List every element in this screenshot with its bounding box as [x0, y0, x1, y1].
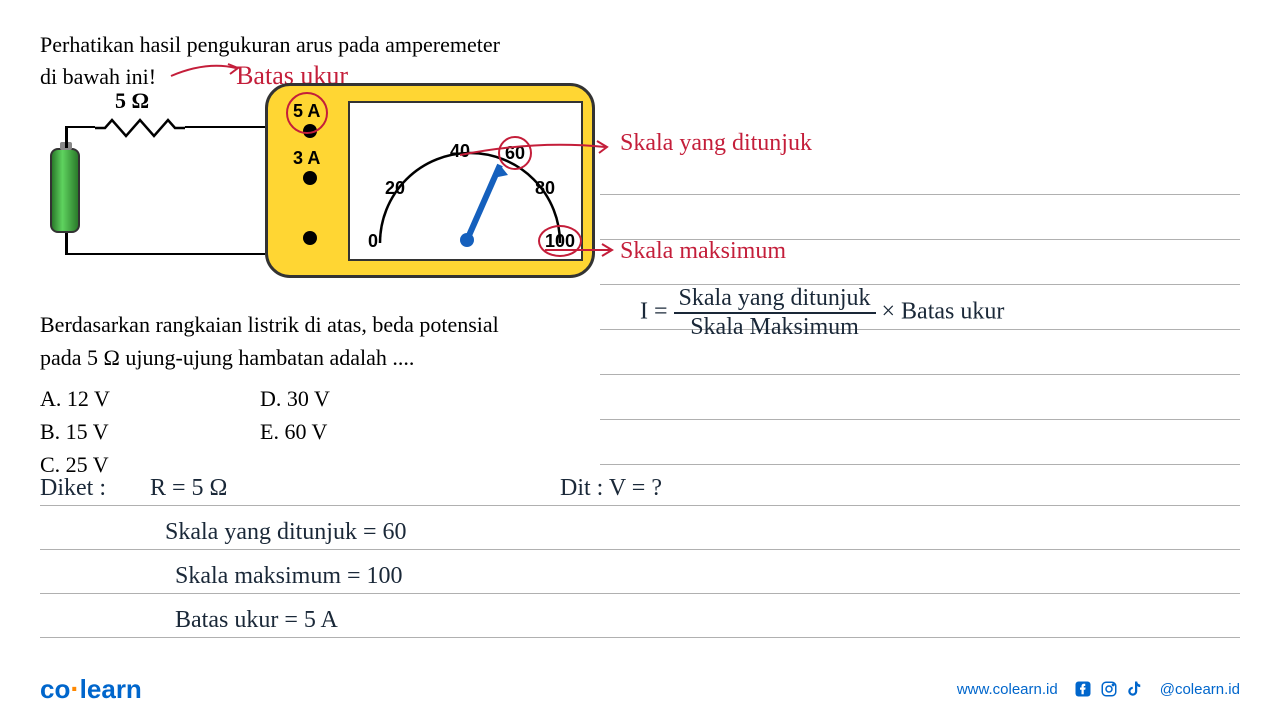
- scale-80: 80: [535, 178, 555, 199]
- option-d: D. 30 V: [260, 382, 330, 415]
- arrow-skala-maksimum: [540, 235, 620, 265]
- tiktok-icon[interactable]: [1125, 679, 1145, 699]
- work-area: Diket : R = 5 Ω Dit : V = ? Skala yang d…: [40, 462, 1240, 638]
- skala-maksimum-label: Skala maksimum: [620, 238, 786, 265]
- scale-0: 0: [368, 231, 378, 252]
- arrow-skala-ditunjuk: [455, 135, 615, 165]
- arrow-batas-ukur: [166, 56, 246, 86]
- work-batas: Batas ukur = 5 A: [175, 607, 338, 634]
- terminal-com: [303, 231, 317, 245]
- instagram-icon[interactable]: [1099, 679, 1119, 699]
- footer: co·learn www.colearn.id @colearn.id: [0, 673, 1280, 705]
- battery-icon: [50, 148, 80, 233]
- dit-label: Dit : V = ?: [560, 475, 662, 502]
- work-skala-max: Skala maksimum = 100: [175, 563, 403, 590]
- resistor-label: 5 Ω: [115, 88, 149, 114]
- logo: co·learn: [40, 673, 142, 705]
- option-a: A. 12 V: [40, 382, 260, 415]
- formula: I = Skala yang ditunjuk Skala Maksimum ×…: [640, 285, 1004, 341]
- option-b: B. 15 V: [40, 415, 260, 448]
- website-link[interactable]: www.colearn.id: [957, 681, 1058, 698]
- circle-5a: [286, 92, 328, 134]
- diket-label: Diket :: [40, 475, 106, 502]
- range-3a: 3 A: [293, 148, 320, 169]
- resistor-icon: [95, 118, 185, 138]
- facebook-icon[interactable]: [1073, 679, 1093, 699]
- terminal-3a: [303, 171, 317, 185]
- work-r: R = 5 Ω: [150, 475, 227, 502]
- skala-ditunjuk-label: Skala yang ditunjuk: [620, 130, 812, 157]
- scale-20: 20: [385, 178, 405, 199]
- work-skala-dt: Skala yang ditunjuk = 60: [165, 519, 407, 546]
- social-handle: @colearn.id: [1160, 681, 1240, 698]
- option-e: E. 60 V: [260, 415, 327, 448]
- needle-center: [460, 233, 474, 247]
